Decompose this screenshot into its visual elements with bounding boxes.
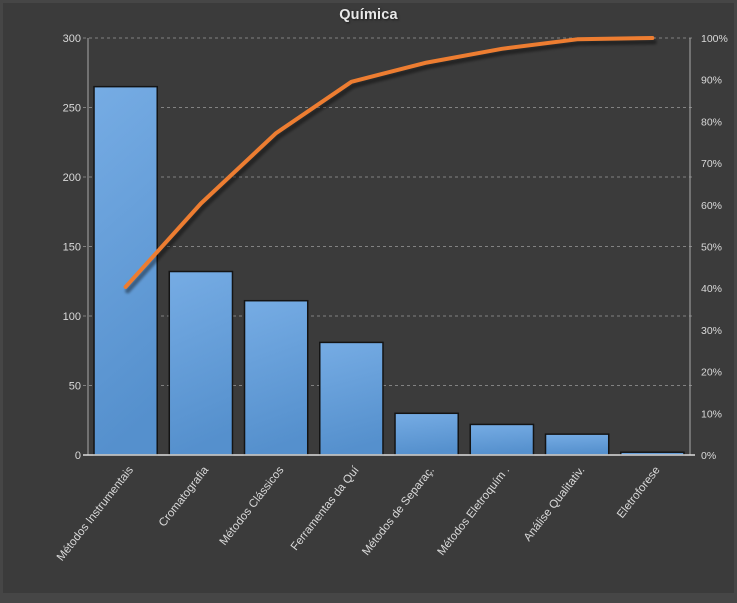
right-axis-tick-label: 20%	[701, 367, 722, 379]
cumulative-line[interactable]	[123, 36, 655, 289]
left-axis-tick-label: 250	[63, 103, 81, 115]
right-axis-tick-label: 70%	[701, 158, 722, 170]
bar-3[interactable]	[243, 299, 309, 456]
bar-2[interactable]	[168, 270, 234, 456]
chart-canvas[interactable]: Química 0 50 100 150 200 250 300 0% 10% 20% 30% 40%…	[3, 3, 734, 593]
chart-title: Química	[339, 7, 398, 23]
category-label: Cromatografia	[157, 464, 212, 529]
cumulative-line-shadow	[125, 39, 657, 294]
left-axis-tick-label: 0	[75, 450, 81, 462]
bar-5[interactable]	[394, 412, 459, 456]
category-label: Métodos Clássicos	[218, 464, 287, 548]
right-axis-tick-label: 80%	[701, 116, 722, 128]
right-axis-tick-label: 10%	[701, 408, 722, 420]
bar-4[interactable]	[319, 341, 384, 456]
left-axis-tick-label: 200	[63, 172, 81, 184]
category-label: Análise Qualitativ.	[522, 464, 588, 543]
bar-6[interactable]	[469, 423, 535, 456]
category-label: Ferramentas da Quí	[289, 464, 362, 553]
right-axis-tick-label: 0%	[701, 450, 716, 462]
right-axis-tick-label: 50%	[701, 242, 722, 254]
left-axis-tick-label: 300	[63, 33, 81, 45]
left-axis-tick-label: 150	[63, 242, 81, 254]
pareto-chart[interactable]: 0 50 100 150 200 250 300 0% 10% 20% 30% 40% 50% 60% 70…	[3, 3, 734, 593]
right-axis-tick-label: 40%	[701, 283, 722, 295]
right-axis-tick-label: 90%	[701, 75, 722, 87]
category-label: Métodos de Separaç.	[360, 464, 437, 558]
left-axis-tick-label: 100	[63, 311, 81, 323]
right-axis-tick-label: 30%	[701, 325, 722, 337]
left-axis-tick-label: 50	[69, 381, 81, 393]
category-label: Métodos Instrumentais	[55, 464, 136, 563]
category-label: Métodos Eletroquím .	[435, 464, 512, 558]
category-label: Eletroforese	[615, 464, 663, 520]
bar-7[interactable]	[544, 433, 610, 456]
right-axis-tick-label: 100%	[701, 33, 728, 45]
right-axis-tick-label: 60%	[701, 200, 722, 212]
